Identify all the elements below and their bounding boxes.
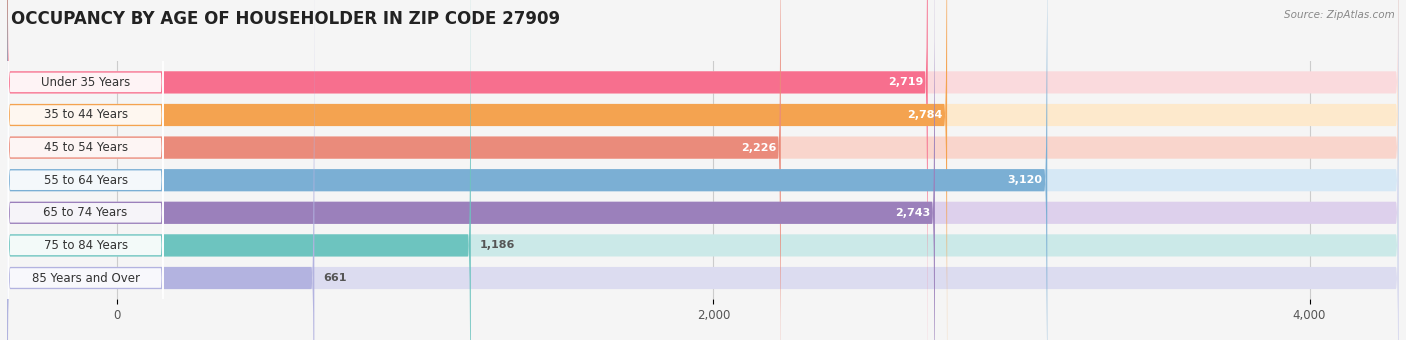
Text: 661: 661 [323,273,347,283]
FancyBboxPatch shape [7,0,1399,340]
Text: 1,186: 1,186 [479,240,515,250]
Text: 45 to 54 Years: 45 to 54 Years [44,141,128,154]
FancyBboxPatch shape [7,0,948,340]
FancyBboxPatch shape [7,0,1399,340]
FancyBboxPatch shape [7,0,163,340]
Text: 75 to 84 Years: 75 to 84 Years [44,239,128,252]
Text: 2,226: 2,226 [741,142,776,153]
FancyBboxPatch shape [7,0,928,340]
Text: 2,784: 2,784 [907,110,942,120]
FancyBboxPatch shape [7,0,1399,340]
FancyBboxPatch shape [7,0,315,340]
FancyBboxPatch shape [7,0,163,340]
FancyBboxPatch shape [7,0,163,340]
FancyBboxPatch shape [7,0,1399,340]
FancyBboxPatch shape [7,0,780,340]
Text: 3,120: 3,120 [1008,175,1043,185]
Text: 55 to 64 Years: 55 to 64 Years [44,174,128,187]
FancyBboxPatch shape [7,0,1399,340]
FancyBboxPatch shape [7,0,935,340]
Text: Under 35 Years: Under 35 Years [41,76,131,89]
FancyBboxPatch shape [7,0,163,340]
FancyBboxPatch shape [7,0,163,340]
Text: 2,743: 2,743 [896,208,931,218]
Text: 85 Years and Over: 85 Years and Over [31,272,139,285]
FancyBboxPatch shape [7,0,471,340]
FancyBboxPatch shape [7,0,163,340]
Text: 65 to 74 Years: 65 to 74 Years [44,206,128,219]
FancyBboxPatch shape [7,0,1047,340]
Text: OCCUPANCY BY AGE OF HOUSEHOLDER IN ZIP CODE 27909: OCCUPANCY BY AGE OF HOUSEHOLDER IN ZIP C… [11,10,561,28]
FancyBboxPatch shape [7,0,1399,340]
Text: 2,719: 2,719 [889,78,924,87]
Text: Source: ZipAtlas.com: Source: ZipAtlas.com [1284,10,1395,20]
FancyBboxPatch shape [7,0,163,340]
FancyBboxPatch shape [7,0,1399,340]
Text: 35 to 44 Years: 35 to 44 Years [44,108,128,121]
